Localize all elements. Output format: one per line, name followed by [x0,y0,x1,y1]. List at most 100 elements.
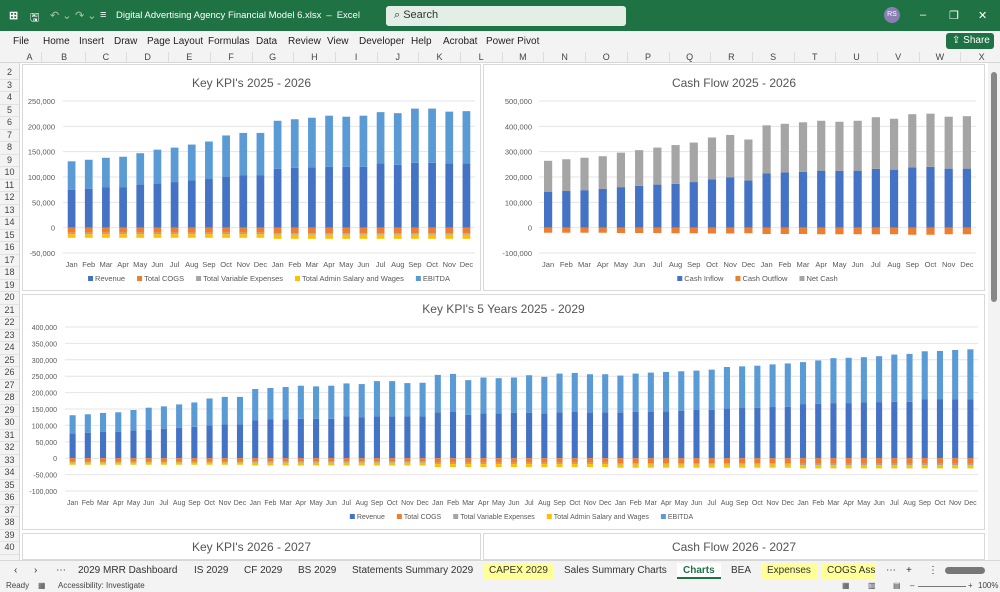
next-sheet-icon[interactable]: › [34,565,38,576]
page-break-view-icon[interactable]: ▤ [893,581,901,590]
row-header-19[interactable]: 19 [0,280,19,292]
row-header-10[interactable]: 10 [0,167,19,180]
sheet-tab-capex-2029[interactable]: CAPEX 2029 [483,563,554,579]
row-header-15[interactable]: 15 [0,230,19,242]
column-header-S[interactable]: S [753,52,795,62]
more-sheets-icon[interactable]: ⋯ [56,565,66,576]
row-header-7[interactable]: 7 [0,130,19,142]
chart-key-kpis-2026-2027[interactable]: Key KPI's 2026 - 2027 [22,533,481,560]
restore-button[interactable]: ❐ [949,10,959,22]
menu-data[interactable]: Data [256,36,278,47]
row-header-38[interactable]: 38 [0,517,19,530]
row-header-4[interactable]: 4 [0,92,19,105]
sheet-tab-bea[interactable]: BEA [731,565,752,576]
column-header-I[interactable]: I [336,52,378,62]
column-header-M[interactable]: M [502,52,545,62]
avatar[interactable]: RS [884,7,900,23]
row-header-17[interactable]: 17 [0,255,19,267]
column-header-O[interactable]: O [586,52,628,62]
chart-key-kpis-2025-2026[interactable]: Key KPI's 2025 - 2026 -50,000 0 50,000 100,… [22,64,481,291]
column-header-U[interactable]: U [836,52,878,62]
row-header-24[interactable]: 24 [0,342,19,355]
column-header-W[interactable]: W [919,52,962,62]
zoom-level[interactable]: 100% [978,581,999,590]
page-layout-view-icon[interactable]: ▥ [868,581,876,590]
row-header-28[interactable]: 28 [0,392,19,405]
row-header-16[interactable]: 16 [0,242,19,255]
column-header-C[interactable]: C [85,52,128,62]
row-header-25[interactable]: 25 [0,355,19,367]
column-header-H[interactable]: H [294,52,336,62]
menu-help[interactable]: Help [411,36,432,47]
sheet-tab-cogs-assumptions[interactable]: COGS Assumptions [821,563,875,579]
row-header-20[interactable]: 20 [0,292,19,305]
close-button[interactable]: ✕ [978,10,988,22]
sheet-tab-expenses[interactable]: Expenses [761,563,817,579]
minimize-button[interactable]: – [920,9,927,21]
row-header-2[interactable]: 2 [0,67,19,80]
column-header-Q[interactable]: Q [669,52,712,62]
row-header-35[interactable]: 35 [0,480,19,492]
add-sheet-icon[interactable]: + [906,565,912,576]
row-header-32[interactable]: 32 [0,442,19,455]
menu-insert[interactable]: Insert [79,36,105,47]
column-header-E[interactable]: E [169,52,211,62]
column-header-T[interactable]: T [794,52,837,62]
column-header-F[interactable]: F [211,52,253,62]
row-header-5[interactable]: 5 [0,105,19,117]
chart-key-kpis-5-years[interactable]: Key KPI's 5 Years 2025 - 2029 -100,000 -5… [22,294,985,530]
normal-view-icon[interactable]: ▦ [842,581,850,590]
menu-page-layout[interactable]: Page Layout [147,36,204,47]
menu-formulas[interactable]: Formulas [208,36,250,47]
menu-acrobat[interactable]: Acrobat [443,36,478,47]
row-header-3[interactable]: 3 [0,80,19,92]
column-header-P[interactable]: P [628,52,670,62]
sheet-tab-statements-summary-2029[interactable]: Statements Summary 2029 [352,565,474,576]
search-box[interactable]: ⌕ Search [386,6,626,26]
sheet-tab-2029-mrr-dashboard[interactable]: 2029 MRR Dashboard [78,565,178,576]
zoom-slider[interactable] [918,586,966,587]
sheet-tab-sales-summary-charts[interactable]: Sales Summary Charts [564,565,667,576]
row-header-29[interactable]: 29 [0,405,19,417]
zoom-in-icon[interactable]: + [968,581,973,590]
row-header-13[interactable]: 13 [0,205,19,217]
vertical-scroll-thumb[interactable] [991,72,997,302]
row-header-37[interactable]: 37 [0,505,19,517]
row-header-27[interactable]: 27 [0,380,19,392]
menu-view[interactable]: View [327,36,349,47]
menu-developer[interactable]: Developer [359,36,405,47]
row-header-18[interactable]: 18 [0,267,19,280]
chart-cash-flow-2025-2026[interactable]: Cash Flow 2025 - 2026 -100,000 0 100,000 20… [483,64,985,291]
undo-icon[interactable]: ↶ ⌄ [50,10,72,22]
row-header-33[interactable]: 33 [0,455,19,467]
accessibility-status[interactable]: Accessibility: Investigate [58,581,145,590]
horizontal-scrollbar[interactable] [945,567,985,574]
row-header-34[interactable]: 34 [0,467,19,480]
menu-draw[interactable]: Draw [114,36,138,47]
row-header-39[interactable]: 39 [0,530,19,542]
sheet-tab-bs-2029[interactable]: BS 2029 [298,565,337,576]
chart-cash-flow-2026-2027[interactable]: Cash Flow 2026 - 2027 [483,533,985,560]
column-header-X[interactable]: X [961,52,1000,62]
column-header-N[interactable]: N [544,52,587,62]
column-header-R[interactable]: R [711,52,753,62]
menu-home[interactable]: Home [43,36,70,47]
column-header-V[interactable]: V [878,52,920,62]
column-header-K[interactable]: K [419,52,461,62]
row-header-6[interactable]: 6 [0,117,19,130]
column-header-L[interactable]: L [461,52,503,62]
row-header-11[interactable]: 11 [0,180,19,192]
sheet-tab-charts[interactable]: Charts [677,563,721,579]
row-header-8[interactable]: 8 [0,142,19,155]
row-header-40[interactable]: 40 [0,542,19,555]
prev-sheet-icon[interactable]: ‹ [14,565,18,576]
row-header-21[interactable]: 21 [0,305,19,317]
row-header-26[interactable]: 26 [0,367,19,380]
customize-qat-icon[interactable]: ≡ [100,9,107,21]
share-button[interactable]: ⇪ Share ⌄ [946,33,994,57]
row-header-22[interactable]: 22 [0,317,19,330]
save-icon[interactable]: 🖫 [30,12,40,24]
more-sheets-right-icon[interactable]: ⋯ [886,565,896,576]
menu-review[interactable]: Review [288,36,321,47]
row-header-36[interactable]: 36 [0,492,19,505]
